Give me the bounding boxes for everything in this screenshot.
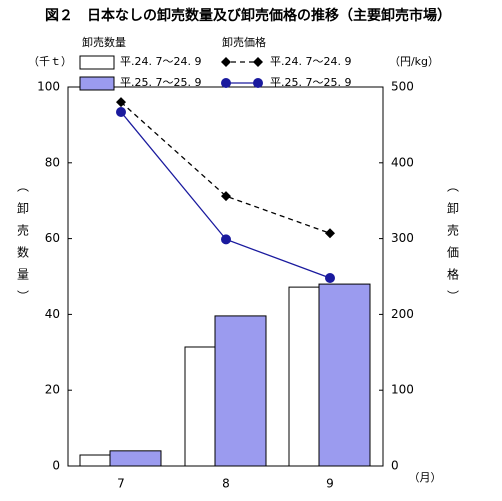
y-tick-label: 40 <box>45 307 60 321</box>
y-axis-label: （卸売数量） <box>16 180 30 312</box>
legend-label: 平.24. 7～24. 9 <box>120 55 201 68</box>
legend-swatch <box>79 76 115 91</box>
line <box>120 101 331 234</box>
y2-tick-label: 400 <box>391 155 414 169</box>
y-axis-unit: （千ｔ） <box>28 55 72 68</box>
marker <box>116 97 126 108</box>
y2-tick-label: 100 <box>391 383 414 397</box>
y-tick-label: 60 <box>45 231 60 245</box>
bar <box>79 454 111 467</box>
bar <box>318 283 371 467</box>
y-tick-label: 20 <box>45 383 60 397</box>
y2-axis-unit: （円/kg） <box>389 55 439 68</box>
legend-group-title: 卸売価格 <box>222 35 266 49</box>
y-tick-label: 100 <box>37 80 60 94</box>
x-tick-label: 8 <box>222 477 230 491</box>
legend-label: 平.25. 7～25. 9 <box>120 76 201 89</box>
y2-axis-label: （卸売価格） <box>446 180 460 312</box>
y2-tick-label: 500 <box>391 80 414 94</box>
chart-title: 図２ 日本なしの卸売数量及び卸売価格の推移（主要卸売市場） <box>45 7 451 24</box>
x-axis-unit: （月） <box>409 471 442 484</box>
legend-group-title: 卸売数量 <box>82 35 126 49</box>
legend-marker <box>221 57 231 67</box>
marker <box>221 234 231 245</box>
bar <box>214 315 267 467</box>
y-tick-label: 0 <box>52 459 60 473</box>
bar <box>288 286 320 467</box>
legend-marker <box>253 78 263 88</box>
marker <box>325 228 335 239</box>
marker <box>325 273 335 284</box>
y-tick-label: 80 <box>45 155 60 169</box>
marker <box>221 191 231 202</box>
marker <box>116 107 126 118</box>
legend-swatch <box>79 55 115 70</box>
bar <box>109 450 162 467</box>
x-tick-label: 7 <box>117 477 125 491</box>
legend-marker <box>253 57 263 67</box>
bar <box>184 346 216 467</box>
y2-tick-label: 0 <box>391 459 399 473</box>
legend-label: 平.25. 7～25. 9 <box>270 76 351 89</box>
y2-tick-label: 200 <box>391 307 414 321</box>
x-tick-label: 9 <box>326 477 334 491</box>
legend-marker <box>221 78 231 88</box>
legend-label: 平.24. 7～24. 9 <box>270 55 351 68</box>
y2-tick-label: 300 <box>391 231 414 245</box>
